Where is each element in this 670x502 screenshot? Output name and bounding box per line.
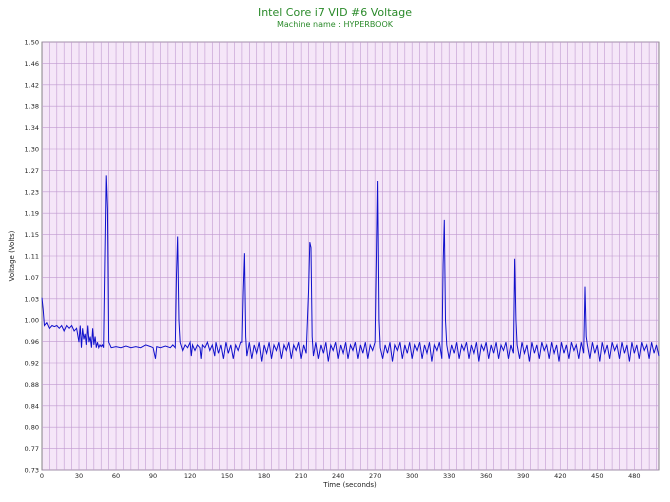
voltage-series-line xyxy=(41,175,660,362)
y-tick-label: 0.92 xyxy=(25,360,39,368)
x-tick-label: 210 xyxy=(295,472,307,480)
chart-title: Intel Core i7 VID #6 Voltage xyxy=(258,6,412,19)
x-tick-label: 60 xyxy=(112,472,120,480)
x-tick-label: 420 xyxy=(554,472,566,480)
x-tick-label: 360 xyxy=(480,472,492,480)
y-tick-label: 1.30 xyxy=(25,146,39,154)
x-tick-label: 120 xyxy=(184,472,196,480)
y-tick-label: 0.88 xyxy=(25,381,39,389)
grid xyxy=(42,41,659,471)
y-tick-label: 0.96 xyxy=(25,338,39,346)
x-tick-label: 30 xyxy=(75,472,83,480)
y-tick-label: 1.11 xyxy=(25,253,39,261)
y-tick-label: 1.34 xyxy=(25,124,39,132)
y-tick-label: 1.50 xyxy=(25,39,39,47)
y-axis-ticks: 0.73 0.77 0.80 0.84 0.88 0.92 0.96 1.00 1.03 1.07… xyxy=(25,39,39,475)
y-tick-label: 0.84 xyxy=(25,402,39,410)
y-axis-label: Voltage (Volts) xyxy=(8,230,16,281)
x-tick-label: 450 xyxy=(591,472,603,480)
y-tick-label: 1.27 xyxy=(25,167,39,175)
y-tick-label: 1.15 xyxy=(25,231,39,239)
x-tick-label: 390 xyxy=(517,472,529,480)
x-axis-label: Time (seconds) xyxy=(322,481,377,489)
y-tick-label: 0.77 xyxy=(25,445,39,453)
x-tick-label: 150 xyxy=(221,472,233,480)
y-tick-label: 1.19 xyxy=(25,210,39,218)
x-tick-label: 270 xyxy=(369,472,381,480)
x-tick-label: 480 xyxy=(628,472,640,480)
y-tick-label: 1.03 xyxy=(25,295,39,303)
y-tick-label: 1.07 xyxy=(25,274,39,282)
x-tick-label: 240 xyxy=(332,472,344,480)
x-tick-label: 300 xyxy=(406,472,418,480)
x-tick-label: 330 xyxy=(443,472,455,480)
y-tick-label: 0.80 xyxy=(25,424,39,432)
x-tick-label: 180 xyxy=(258,472,270,480)
y-tick-label: 1.46 xyxy=(25,60,39,68)
x-axis-ticks: 0 30 60 90 120 150 180 210 240 270 300 330 360 390 420… xyxy=(40,472,641,480)
y-tick-label: 1.23 xyxy=(25,188,39,196)
x-tick-label: 0 xyxy=(40,472,44,480)
y-tick-label: 1.38 xyxy=(25,103,39,111)
y-tick-label: 1.00 xyxy=(25,317,39,325)
chart-subtitle: Machine name : HYPERBOOK xyxy=(277,20,394,29)
y-tick-label: 0.73 xyxy=(25,467,39,475)
y-tick-label: 1.42 xyxy=(25,81,39,89)
x-tick-label: 90 xyxy=(149,472,157,480)
